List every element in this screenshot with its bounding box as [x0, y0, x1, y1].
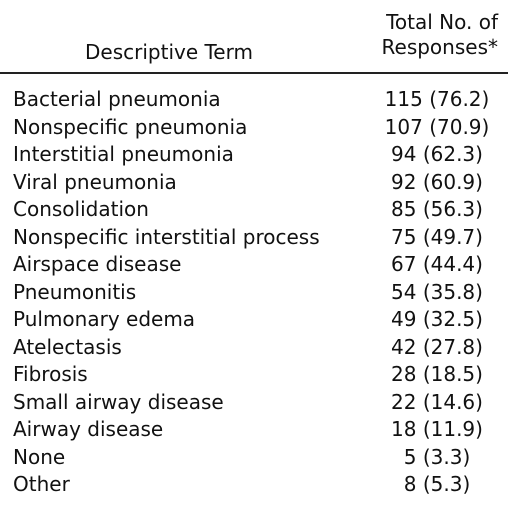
term-cell: Airspace disease: [13, 252, 182, 276]
term-cell: Bacterial pneumonia: [13, 87, 221, 111]
responses-cell: 5 (3.3): [403, 444, 471, 469]
table-row: Nonspecific interstitial process 75 (49.…: [0, 224, 508, 252]
term-cell: Interstitial pneumonia: [13, 142, 234, 166]
table-row: Small airway disease 22 (14.6): [0, 389, 508, 417]
term-cell: Nonspecific interstitial process: [13, 224, 320, 249]
term-cell: Small airway disease: [13, 389, 224, 414]
column-header-total-line2: Responses*: [381, 35, 498, 59]
table-row: Airspace disease 67 (44.4): [0, 251, 508, 279]
table-row: Pneumonitis 54 (35.8): [0, 279, 508, 307]
term-cell: None: [13, 444, 66, 469]
table-row: Consolidation 85 (56.3): [0, 196, 508, 224]
term-cell: Atelectasis: [13, 334, 122, 359]
responses-cell: 75 (49.7): [391, 224, 483, 249]
responses-cell: 67 (44.4): [391, 252, 483, 276]
table-row: Interstitial pneumonia 94 (62.3): [0, 141, 508, 169]
table-row: Atelectasis 42 (27.8): [0, 334, 508, 362]
term-cell: Airway disease: [13, 417, 164, 441]
responses-cell: 18 (11.9): [391, 417, 483, 441]
responses-cell: 8 (5.3): [403, 472, 471, 496]
column-header-total-line1: Total No. of: [386, 10, 498, 34]
column-header-descriptive-term: Descriptive Term: [85, 40, 253, 64]
responses-cell: 49 (32.5): [391, 307, 483, 331]
responses-cell: 28 (18.5): [391, 362, 483, 386]
table-row: Airway disease 18 (11.9): [0, 416, 508, 444]
term-cell: Viral pneumonia: [13, 169, 177, 194]
table-row: Viral pneumonia 92 (60.9): [0, 169, 508, 197]
table-row: None 5 (3.3): [0, 444, 508, 472]
table-row: Pulmonary edema 49 (32.5): [0, 306, 508, 334]
header-divider: [0, 72, 508, 74]
table-row: Fibrosis 28 (18.5): [0, 361, 508, 389]
responses-cell: 22 (14.6): [391, 389, 483, 414]
responses-cell: 54 (35.8): [391, 279, 483, 304]
table-body: Bacterial pneumonia 115 (76.2) Nonspecif…: [0, 86, 508, 499]
term-cell: Nonspecific pneumonia: [13, 114, 248, 139]
term-cell: Pulmonary edema: [13, 307, 196, 331]
table-row: Nonspecific pneumonia 107 (70.9): [0, 114, 508, 142]
responses-cell: 94 (62.3): [391, 142, 483, 166]
responses-cell: 92 (60.9): [391, 169, 483, 194]
responses-cell: 107 (70.9): [384, 114, 490, 139]
table-header: Descriptive Term Total No. of Responses*: [0, 0, 508, 74]
column-header-total-responses: Total No. of Responses*: [338, 10, 498, 60]
term-cell: Pneumonitis: [13, 279, 137, 304]
term-cell: Consolidation: [13, 197, 149, 221]
responses-cell: 85 (56.3): [391, 197, 483, 221]
responses-cell: 42 (27.8): [391, 334, 483, 359]
table-row: Bacterial pneumonia 115 (76.2): [0, 86, 508, 114]
term-cell: Fibrosis: [13, 362, 88, 386]
term-cell: Other: [13, 472, 70, 496]
table-row: Other 8 (5.3): [0, 471, 508, 499]
responses-cell: 115 (76.2): [384, 87, 490, 111]
